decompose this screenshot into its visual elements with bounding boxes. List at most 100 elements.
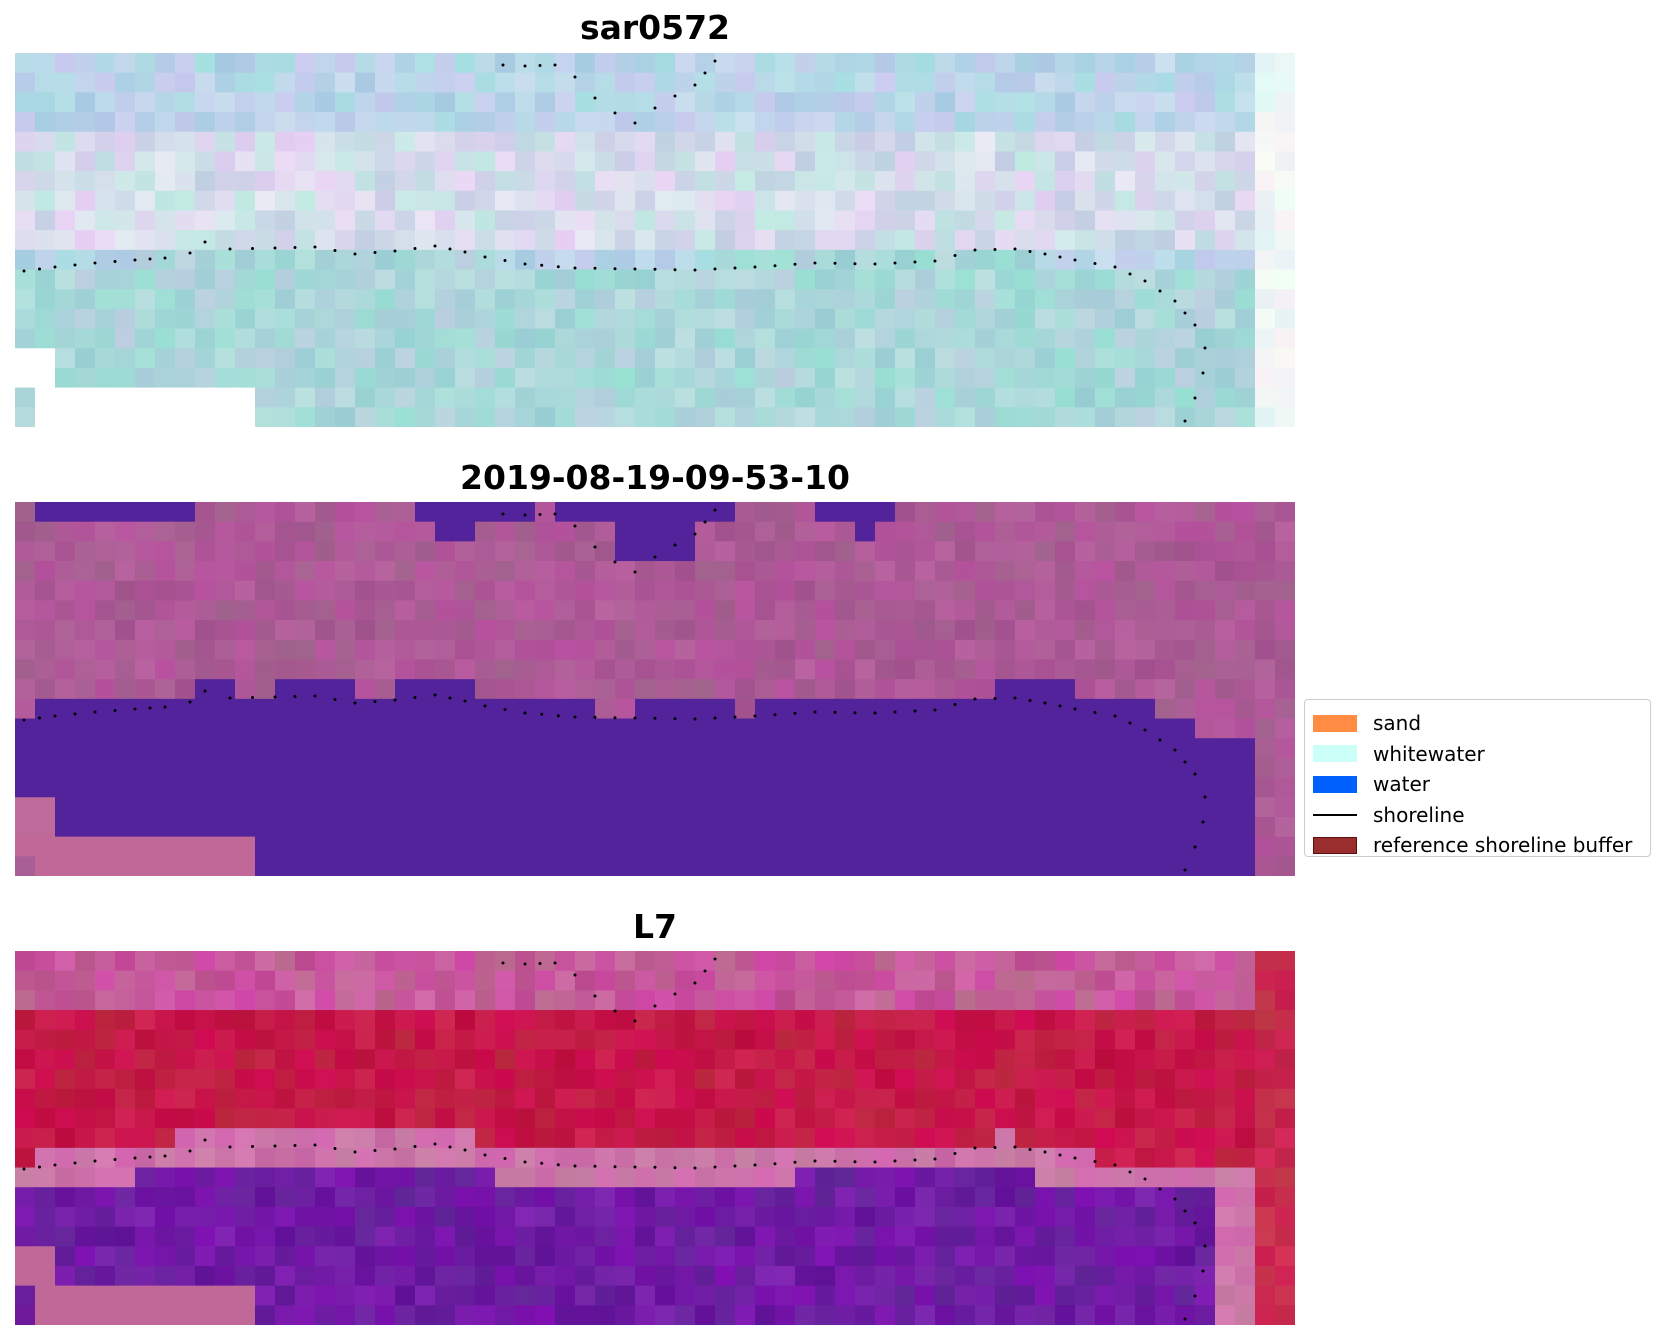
classified-pixel <box>155 620 176 641</box>
index-shoreline-dot <box>251 1145 254 1148</box>
rgb-pixel <box>615 308 636 330</box>
rgb-pixel <box>415 308 436 330</box>
index-pixel <box>335 1285 356 1306</box>
rgb-pixel <box>575 151 596 172</box>
index-pixel <box>235 1167 256 1188</box>
rgb-pixel <box>1195 151 1216 172</box>
index-pixel <box>1075 1108 1096 1129</box>
classified-pixel <box>1075 659 1096 680</box>
index-pixel <box>695 1108 716 1129</box>
classified-pixel <box>1255 679 1276 700</box>
index-pixel <box>175 1147 196 1169</box>
classified-pixel <box>735 698 756 720</box>
index-pixel <box>1055 1265 1076 1287</box>
index-pixel <box>455 1187 476 1208</box>
index-pixel <box>135 1226 156 1247</box>
rgb-pixel <box>375 210 396 231</box>
classified-pixel <box>1075 580 1096 602</box>
index-pixel <box>495 1069 516 1090</box>
rgb-pixel <box>395 289 416 310</box>
classified-pixel <box>595 836 616 857</box>
classified-pixel <box>255 679 276 700</box>
classified-pixel <box>375 698 396 720</box>
rgb-pixel <box>1035 308 1056 330</box>
classified-pixel <box>1175 659 1196 680</box>
index-pixel <box>595 1108 616 1129</box>
classified-pixel <box>15 639 36 661</box>
index-pixel <box>535 1128 556 1149</box>
index-pixel <box>1235 951 1256 972</box>
index-pixel <box>1195 1108 1216 1129</box>
index-pixel <box>1135 970 1156 991</box>
classified-pixel <box>435 856 456 876</box>
index-pixel <box>715 990 736 1011</box>
classified-pixel <box>155 639 176 661</box>
index-pixel <box>935 1147 956 1169</box>
index-pixel <box>1195 951 1216 972</box>
rgb-pixel <box>515 289 536 310</box>
classified-pixel <box>155 757 176 779</box>
index-pixel <box>55 1265 76 1287</box>
classified-shoreline-dot <box>148 706 152 710</box>
index-pixel <box>235 1226 256 1247</box>
index-pixel <box>615 1206 636 1228</box>
rgb-pixel <box>1215 190 1236 212</box>
rgb-pixel <box>675 171 696 192</box>
classified-pixel <box>135 777 156 798</box>
classified-pixel <box>695 541 716 562</box>
rgb-pixel <box>1275 348 1295 369</box>
index-pixel <box>1255 1305 1276 1325</box>
rgb-pixel <box>995 92 1016 113</box>
index-pixel <box>175 1128 196 1149</box>
rgb-pixel <box>915 131 936 153</box>
classified-pixel <box>635 816 656 838</box>
index-shoreline-dot <box>113 1158 117 1161</box>
rgb-pixel <box>1215 249 1236 271</box>
index-pixel <box>915 1226 936 1247</box>
index-pixel <box>915 990 936 1011</box>
classified-pixel <box>15 738 36 759</box>
rgb-pixel <box>955 53 976 74</box>
rgb-pixel <box>755 92 776 113</box>
rgb-pixel <box>655 131 676 153</box>
classified-pixel <box>15 718 36 739</box>
index-pixel <box>1035 1049 1056 1070</box>
rgb-pixel <box>435 72 456 93</box>
index-pixel <box>995 951 1016 972</box>
classified-pixel <box>315 639 336 661</box>
classified-pixel <box>335 777 356 798</box>
rgb-pixel <box>35 72 56 93</box>
index-pixel <box>375 1010 396 1031</box>
rgb-pixel <box>775 151 796 172</box>
index-pixel <box>955 1226 976 1247</box>
index-pixel <box>175 1167 196 1188</box>
classified-pixel <box>435 836 456 857</box>
classified-pixel <box>1235 718 1256 739</box>
index-pixel <box>395 1285 416 1306</box>
classified-pixel <box>835 502 856 523</box>
classified-pixel <box>115 580 136 602</box>
rgb-pixel <box>155 407 176 427</box>
rgb-pixel <box>295 53 316 74</box>
classified-pixel <box>1015 698 1036 720</box>
classified-pixel <box>355 679 376 700</box>
rgb-pixel <box>115 230 136 251</box>
rgb-shoreline-dot <box>93 261 97 265</box>
classified-pixel <box>75 639 96 661</box>
classified-pixel <box>475 698 496 720</box>
index-pixel <box>975 1285 996 1306</box>
classified-pixel <box>75 659 96 680</box>
index-pixel <box>575 1246 596 1267</box>
rgb-pixel <box>535 328 556 349</box>
index-pixel <box>395 1147 416 1169</box>
rgb-pixel <box>375 171 396 192</box>
classified-pixel <box>35 856 56 876</box>
index-pixel <box>435 1010 456 1031</box>
rgb-pixel <box>275 92 296 113</box>
classified-pixel <box>1195 816 1216 838</box>
rgb-pixel <box>95 131 116 153</box>
rgb-pixel <box>615 53 636 74</box>
rgb-pixel <box>555 407 576 427</box>
rgb-pixel <box>515 112 536 133</box>
classified-pixel <box>135 600 156 621</box>
